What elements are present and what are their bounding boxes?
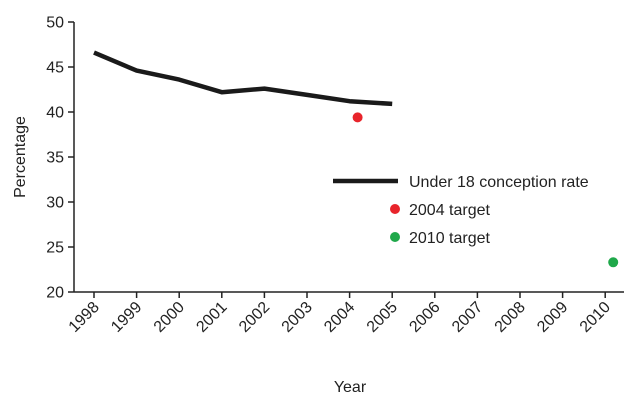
legend-dot-swatch (390, 204, 400, 214)
legend-label: 2010 target (409, 230, 491, 247)
y-tick-label: 25 (46, 240, 64, 257)
legend-label: 2004 target (409, 202, 491, 219)
x-tick-label: 1998 (66, 299, 103, 336)
target-point (608, 257, 619, 268)
x-tick-label: 2009 (534, 299, 571, 336)
y-axis-ticks: 20 25 30 35 40 45 50 (46, 15, 74, 302)
y-axis-title: Percentage (12, 116, 29, 198)
y-tick-label: 45 (46, 60, 64, 77)
series-layer (93, 50, 619, 268)
legend: Under 18 conception rate 2004 target 2010 … (333, 174, 589, 247)
y-tick-label: 40 (46, 105, 64, 122)
x-tick-label: 2000 (151, 299, 188, 336)
y-tick-label: 35 (46, 150, 64, 167)
x-tick-label: 2006 (406, 299, 443, 336)
y-tick-label: 30 (46, 195, 64, 212)
x-tick-label: 2005 (364, 299, 401, 336)
x-tick-label: 2004 (321, 299, 358, 336)
legend-label: Under 18 conception rate (409, 174, 589, 191)
x-tick-label: 2002 (236, 299, 273, 336)
x-tick-label: 2008 (492, 299, 529, 336)
series-line-under-18-conception-rate (93, 50, 393, 107)
y-tick-label: 20 (46, 285, 64, 302)
x-tick-label: 2003 (279, 299, 316, 336)
axes (73, 22, 624, 293)
target-point (352, 112, 363, 123)
x-tick-label: 2001 (193, 299, 230, 336)
x-axis-ticks: 1998 1999 2000 2001 2002 2003 2004 2005 2006 2007… (66, 292, 614, 336)
x-tick-label: 2007 (449, 299, 486, 336)
x-tick-label: 2010 (577, 299, 614, 336)
y-tick-label: 50 (46, 15, 64, 32)
legend-dot-swatch (390, 232, 400, 242)
x-axis-title: Year (334, 379, 367, 396)
x-tick-label: 1999 (108, 299, 145, 336)
